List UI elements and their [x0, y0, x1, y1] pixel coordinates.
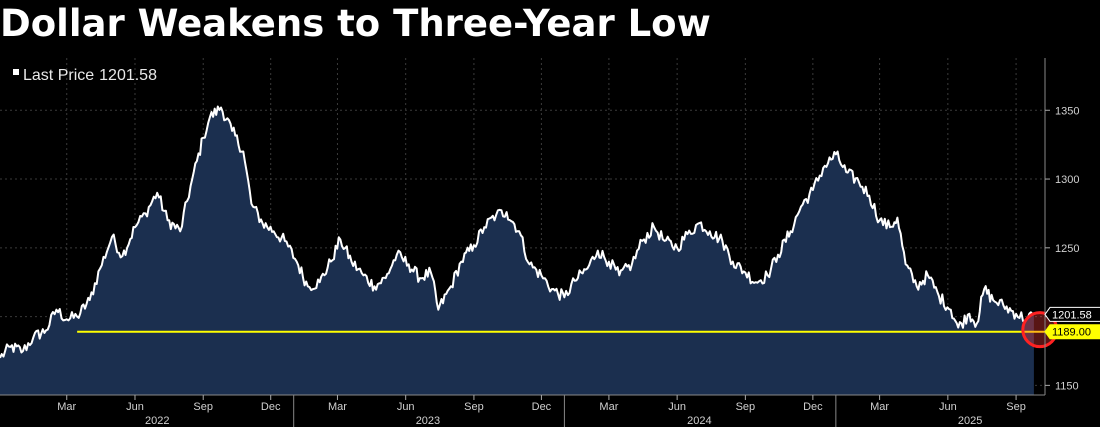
price-label: 1201.58: [1044, 306, 1100, 322]
chart-area: 1150 1250 1300 1350 Mar Jun Sep Dec Mar Jun Sep Dec…: [0, 50, 1100, 427]
x-tick-label: Sep: [464, 401, 484, 413]
year-label: 2022: [145, 415, 169, 427]
x-tick-label: Sep: [736, 401, 756, 413]
series-area: [0, 106, 1034, 395]
x-tick-label: Jun: [397, 401, 415, 413]
legend-swatch: [13, 69, 19, 75]
x-tick-label: Jun: [668, 401, 686, 413]
x-tick-label: Mar: [870, 401, 889, 413]
plot: [0, 105, 1059, 395]
x-tick-label: Dec: [803, 401, 823, 413]
y-tick-label: 1150: [1055, 380, 1079, 392]
y-tick-label: 1250: [1055, 243, 1079, 255]
series-line: [0, 105, 1035, 359]
price-label-text: 1201.58: [1052, 309, 1092, 321]
y-tick-label: 1300: [1055, 174, 1079, 186]
x-tick-label: Dec: [532, 401, 552, 413]
title-bar: Dollar Weakens to Three-Year Low: [0, 0, 1100, 50]
year-label: 2025: [958, 415, 982, 427]
x-tick-label: Mar: [57, 401, 76, 413]
x-tick-label: Mar: [599, 401, 618, 413]
price-label-box: [1044, 324, 1100, 340]
axes: 1150 1250 1300 1350 Mar Jun Sep Dec Mar Jun Sep Dec…: [0, 58, 1100, 427]
x-tick-label: Jun: [126, 401, 144, 413]
x-tick-label: Sep: [1006, 401, 1026, 413]
chart-title: Dollar Weakens to Three-Year Low: [0, 2, 711, 45]
x-tick-label: Dec: [261, 401, 281, 413]
price-label-box: [1044, 306, 1100, 322]
x-tick-label: Jun: [939, 401, 957, 413]
price-label: 1189.00: [1044, 324, 1100, 340]
x-tick-label: Mar: [328, 401, 347, 413]
x-tick-label: Sep: [193, 401, 213, 413]
legend-label: Last Price 1201.58: [23, 67, 157, 84]
year-label: 2024: [687, 415, 711, 427]
year-label: 2023: [416, 415, 440, 427]
legend: Last Price 1201.58: [13, 67, 157, 84]
legend-series-name: Last Price: [23, 67, 94, 84]
y-tick-label: 1350: [1055, 105, 1079, 117]
price-label-text: 1189.00: [1052, 327, 1091, 339]
legend-value: 1201.58: [99, 67, 157, 84]
